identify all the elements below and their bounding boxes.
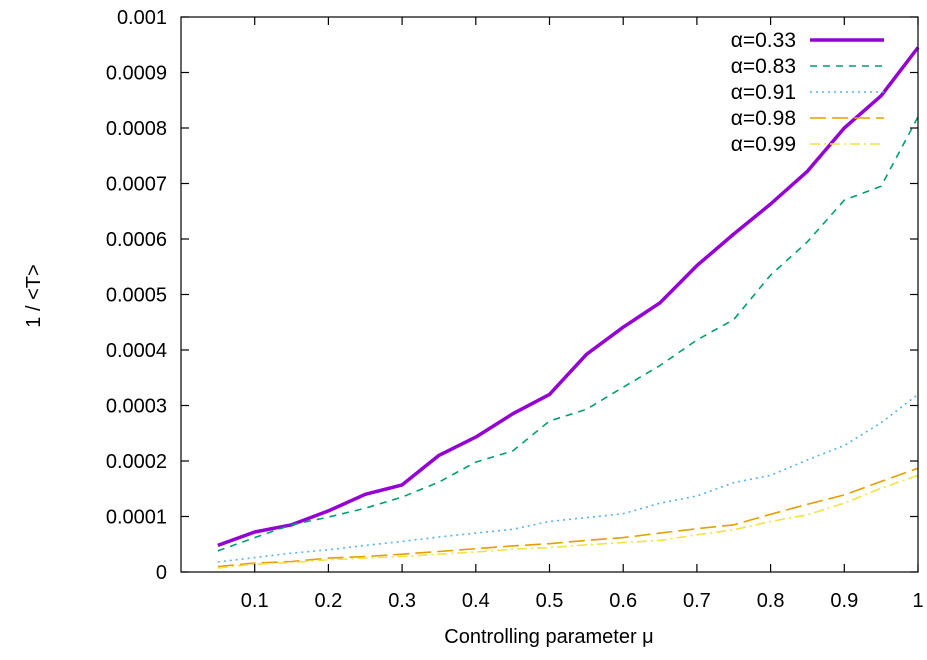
y-tick-label: 0	[156, 562, 167, 584]
x-tick-label: 0.5	[536, 590, 564, 612]
x-tick-label: 0.8	[757, 590, 785, 612]
legend-label-1: α=0.33	[731, 29, 796, 52]
plot-frame	[180, 16, 919, 573]
y-tick-label: 0.0006	[106, 229, 167, 251]
y-tick-label: 0.0009	[106, 63, 167, 85]
series-layer	[217, 46, 920, 569]
legend-label-2: α=0.83	[731, 55, 796, 78]
series-line-3	[217, 393, 919, 563]
legend-label-3: α=0.91	[731, 81, 796, 104]
y-axis-label: 1 / <T>	[23, 264, 45, 327]
x-tick-label: 0.1	[241, 590, 269, 612]
y-tick-label: 0.0007	[106, 174, 167, 196]
x-tick-label: 0.2	[314, 590, 342, 612]
y-tick-label: 0.0001	[106, 507, 167, 529]
legend-label-4: α=0.98	[731, 107, 796, 130]
x-tick-label: 0.9	[830, 590, 858, 612]
series-line-1	[217, 46, 920, 548]
y-axis-ticks: 0 0.0001 0.0002 0.0003 0.0004 0.0005 0.0006 0.0…	[106, 7, 918, 584]
y-tick-label: 0.0008	[106, 118, 167, 140]
x-axis-ticks: 0.1 0.2 0.3 0.4 0.5 0.6 0.7 0.8 0.9 1	[241, 17, 924, 612]
x-tick-label: 0.6	[609, 590, 637, 612]
y-tick-label: 0.0002	[106, 451, 167, 473]
series-line-5	[217, 474, 919, 569]
x-tick-label: 0.3	[388, 590, 416, 612]
x-tick-label: 1	[912, 590, 923, 612]
y-tick-label: 0.0004	[106, 340, 167, 362]
legend: α=0.33 α=0.83 α=0.91 α=0.98 α=0.99	[731, 29, 884, 156]
legend-label-5: α=0.99	[731, 133, 796, 156]
x-tick-label: 0.7	[683, 590, 711, 612]
x-tick-label: 0.4	[462, 590, 490, 612]
series-line-2	[217, 116, 919, 552]
series-line-4	[217, 467, 919, 568]
y-tick-label: 0.0003	[106, 396, 167, 418]
x-axis-label: Controlling parameter μ	[444, 626, 653, 648]
y-tick-label: 0.001	[117, 7, 167, 29]
y-tick-label: 0.0005	[106, 285, 167, 307]
